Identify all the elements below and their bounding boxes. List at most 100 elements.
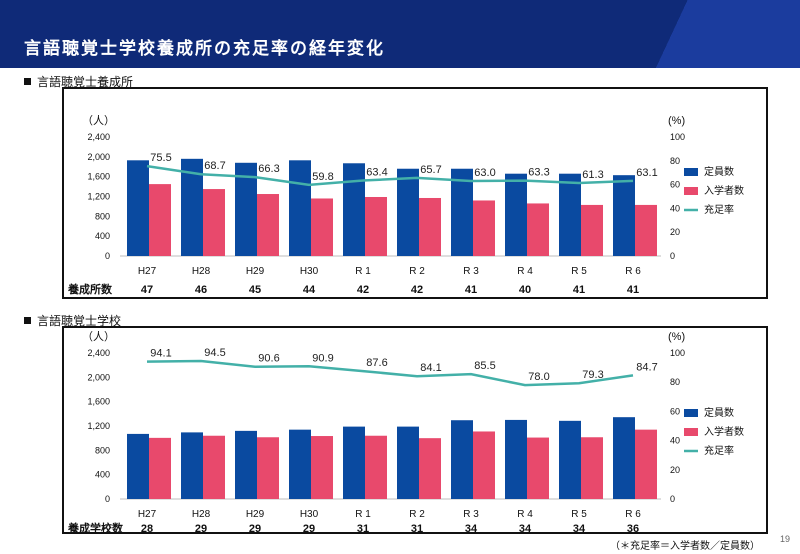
legend-label: 定員数 [704, 406, 734, 419]
legend-label: 入学者数 [704, 184, 744, 197]
count-value: 40 [519, 284, 531, 296]
rate-line [146, 359, 634, 387]
count-value: 41 [573, 284, 585, 296]
rate-data-label: 94.1 [150, 348, 171, 360]
rate-data-label: 90.6 [258, 353, 279, 365]
bar-capacity [397, 426, 419, 499]
count-value: 46 [195, 284, 207, 296]
count-value: 42 [411, 284, 423, 296]
footnote: （＊充足率＝入学者数／定員数） [610, 541, 760, 552]
bar-enrollment [203, 189, 225, 256]
chart-svg-st-school: （人） (%)2,4002,0001,6001,20080040001008060… [68, 330, 744, 532]
bar-capacity [451, 420, 473, 499]
bar-enrollment [635, 204, 657, 256]
y-tick-label-left: 400 [95, 231, 110, 241]
x-tick-label: R 2 [409, 509, 425, 520]
section-label-training-school: 言語聴覚士養成所 [24, 73, 133, 90]
count-value: 47 [141, 284, 153, 296]
rate-data-label: 59.8 [312, 171, 333, 183]
y-tick-label-right: 80 [670, 156, 680, 166]
y-tick-label-right: 0 [670, 494, 675, 504]
y-tick-label-left: 2,000 [87, 372, 110, 382]
y-axis-unit-right: (%) [668, 115, 685, 127]
count-value: 41 [627, 284, 639, 296]
bar-capacity [397, 168, 419, 256]
bar-capacity [235, 430, 257, 499]
x-tick-label: H28 [192, 509, 211, 520]
y-tick-label-left: 800 [95, 211, 110, 221]
x-tick-label: R 4 [517, 509, 533, 520]
bar-enrollment [311, 436, 333, 499]
bar-enrollment [311, 198, 333, 256]
x-tick-label: R 5 [571, 266, 587, 277]
count-value: 44 [303, 284, 316, 296]
rate-data-label: 84.1 [420, 362, 441, 374]
bar-capacity [451, 168, 473, 256]
y-tick-label-left: 0 [105, 251, 110, 261]
bar-enrollment [581, 437, 603, 499]
bar-capacity [289, 160, 311, 256]
bar-capacity [343, 426, 365, 499]
bar-capacity [289, 429, 311, 499]
bar-capacity [181, 158, 203, 256]
count-value: 29 [249, 523, 261, 532]
x-tick-label: R 6 [625, 266, 641, 277]
x-tick-label: R 1 [355, 266, 371, 277]
y-tick-label-right: 20 [670, 465, 680, 475]
x-tick-label: H29 [246, 509, 265, 520]
rate-data-label: 84.7 [636, 361, 657, 373]
bar-enrollment [419, 197, 441, 256]
y-tick-label-left: 1,600 [87, 397, 110, 407]
y-tick-label-left: 2,400 [87, 348, 110, 358]
y-tick-label-left: 2,000 [87, 152, 110, 162]
bar-enrollment [257, 194, 279, 256]
chart-training-school: （人） (%) 2,400 2,000 1,600 1,200 800 400 0 100 80 60… [62, 87, 768, 299]
bar-capacity [127, 160, 149, 256]
rate-data-label: 63.4 [366, 167, 387, 179]
rate-data-label: 66.3 [258, 163, 279, 175]
chart-st-school: （人） (%) 2,400 2,000 1,600 1,200 800 400 0 100 80 60… [62, 326, 768, 534]
y-tick-label-right: 40 [670, 436, 680, 446]
bar-capacity [343, 163, 365, 256]
y-axis-unit-left: （人） [82, 330, 115, 343]
rate-data-label: 68.7 [204, 160, 225, 172]
legend-swatch [684, 409, 698, 417]
y-tick-label-left: 1,200 [87, 192, 110, 202]
y-tick-label-right: 100 [670, 132, 685, 142]
count-value: 42 [357, 284, 369, 296]
y-tick-label-right: 100 [670, 348, 685, 358]
legend-swatch [684, 428, 698, 436]
x-tick-label: R 5 [571, 509, 587, 520]
count-value: 34 [573, 523, 586, 532]
bar-capacity [235, 162, 257, 256]
count-value: 41 [465, 284, 477, 296]
bar-enrollment [149, 184, 171, 256]
rate-data-label: 78.0 [528, 371, 549, 383]
bullet-square-icon [24, 317, 31, 324]
y-tick-label-right: 80 [670, 377, 680, 387]
section-label-st-school: 言語聴覚士学校 [24, 312, 121, 329]
rate-data-label: 65.7 [420, 164, 441, 176]
bar-capacity [559, 173, 581, 256]
bar-enrollment [527, 437, 549, 499]
legend-label: 定員数 [704, 165, 734, 178]
bar-enrollment [473, 431, 495, 499]
y-tick-label-left: 800 [95, 445, 110, 455]
legend-label: 入学者数 [704, 425, 744, 438]
bar-enrollment [203, 435, 225, 499]
rate-data-label: 61.3 [582, 169, 603, 181]
legend-label: 充足率 [704, 203, 734, 216]
x-tick-label: H28 [192, 266, 211, 277]
count-value: 28 [141, 523, 153, 532]
x-tick-label: R 2 [409, 266, 425, 277]
y-tick-label-right: 60 [670, 180, 680, 190]
x-tick-label: R 6 [625, 509, 641, 520]
bar-enrollment [257, 437, 279, 499]
count-value: 31 [357, 523, 369, 532]
page-title: 言語聴覚士学校養成所の充足率の経年変化 [24, 39, 385, 58]
x-tick-label: H27 [138, 266, 157, 277]
x-tick-label: H27 [138, 509, 157, 520]
bar-enrollment [473, 200, 495, 256]
y-tick-label-left: 1,600 [87, 172, 110, 182]
rate-line [146, 164, 634, 187]
